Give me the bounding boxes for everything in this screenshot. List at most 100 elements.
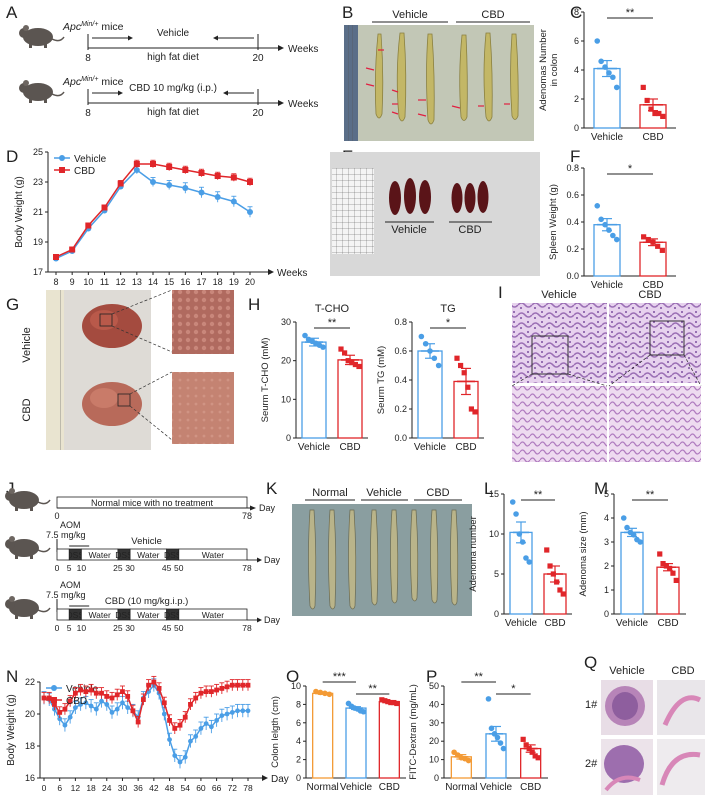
data-point: [494, 734, 501, 741]
data-point: [422, 340, 429, 347]
x-tick-label: 11: [100, 277, 109, 287]
y-tick-label: 0.4: [394, 375, 407, 385]
y-axis-label: Adenomas Numberin colon: [538, 29, 560, 111]
axis-arrow: [257, 617, 262, 623]
y-tick-label: 0: [494, 609, 499, 619]
data-point: [85, 222, 92, 229]
day-tick-label: 78: [242, 623, 252, 633]
data-point: [88, 687, 94, 693]
y-tick-label: 6: [574, 36, 579, 46]
significance-label: **: [646, 489, 655, 501]
panel-letter-n: N: [6, 667, 18, 686]
data-point: [547, 563, 553, 569]
significance-label: ***: [333, 671, 347, 683]
data-point: [391, 699, 397, 706]
data-point: [454, 355, 460, 361]
y-tick-label: 4: [604, 513, 609, 523]
data-point: [235, 682, 240, 688]
y-tick-label: 5: [604, 489, 609, 499]
pre-segment: [56, 548, 70, 561]
day-tick-label: 25: [113, 563, 123, 573]
cbd-label: CBD: [638, 289, 661, 301]
y-tick-label: 8: [574, 7, 579, 17]
data-point: [520, 736, 526, 742]
chart-h-tg: TG 0.0 0.2 0.4 0.6 0.8 Seurm TG (mM) Vehicle CBD…: [376, 303, 484, 453]
y-tick-label: 21: [33, 207, 43, 217]
y-tick-label: 19: [33, 237, 43, 247]
significance-label: **: [328, 317, 337, 329]
data-point: [120, 700, 125, 706]
data-point: [130, 708, 136, 714]
data-point: [338, 346, 344, 352]
row-label-2: 2#: [585, 758, 598, 770]
data-point: [240, 682, 246, 688]
histology-image: [657, 680, 705, 735]
data-point: [166, 164, 173, 170]
legend-label: CBD: [74, 166, 95, 177]
data-point: [193, 695, 199, 701]
data-point: [648, 106, 654, 112]
day-tick-label: 50: [174, 623, 184, 633]
legend-marker: [51, 697, 57, 703]
data-point: [485, 696, 492, 702]
x-tick-label: 36: [133, 783, 143, 793]
data-point: [356, 363, 362, 370]
data-point: [167, 718, 172, 723]
x-tick-label: 60: [196, 783, 206, 793]
series-line-cbd: [44, 681, 248, 730]
y-tick-label: 18: [25, 741, 35, 751]
legend-label: Vehicle: [74, 154, 107, 165]
data-point: [177, 759, 183, 765]
y-tick-label: 20: [25, 709, 35, 719]
week-end-label: 20: [252, 53, 264, 64]
y-axis-label: FITC-Dextran (mg/mL): [408, 684, 419, 780]
x-tick-label: CBD: [379, 782, 400, 793]
apc-mouse-label: ApcMin/+ mice: [62, 21, 124, 33]
x-tick-label: Vehicle: [414, 442, 447, 453]
segment-label: DSS: [67, 550, 85, 560]
y-tick-label: 0.0: [394, 433, 407, 443]
y-tick-label: 5: [494, 569, 499, 579]
data-point: [379, 697, 385, 703]
y-axis-label: Seurm TG (mM): [376, 346, 387, 414]
data-point: [93, 706, 99, 712]
data-point: [523, 555, 529, 561]
data-point: [150, 179, 156, 185]
week-start-label: 8: [85, 53, 91, 64]
data-point: [345, 358, 351, 364]
data-point: [167, 737, 172, 742]
segment-label: DSS: [164, 610, 182, 620]
y-tick-label: 0.6: [566, 190, 579, 200]
bar: [593, 67, 621, 129]
cbd-label: CBD: [21, 398, 33, 421]
data-point: [532, 753, 538, 759]
y-tick-label: 3: [604, 537, 609, 547]
data-point: [156, 686, 162, 691]
data-point: [78, 702, 84, 707]
panel-letter-a: A: [6, 3, 18, 22]
data-point: [88, 703, 94, 709]
day-tick-label: 0: [55, 623, 60, 633]
data-point: [125, 705, 131, 710]
cbd-label: CBD: [426, 487, 449, 499]
data-point: [342, 350, 348, 356]
x-axis-label: Day: [271, 774, 289, 785]
panel-letter-g: G: [6, 295, 19, 314]
y-tick-label: 0: [604, 609, 609, 619]
data-point: [516, 531, 523, 537]
segment-label: DSS: [115, 550, 133, 560]
mouse-icon: [4, 595, 51, 620]
x-tick-label: Vehicle: [591, 280, 624, 291]
week-start-label: 8: [85, 108, 91, 119]
data-point: [465, 757, 472, 764]
chart-title: T-CHO: [315, 303, 350, 315]
x-tick-label: 72: [228, 783, 238, 793]
y-tick-label: 0: [574, 123, 579, 133]
data-point: [182, 754, 188, 760]
data-point: [550, 571, 556, 577]
y-tick-label: 4: [574, 65, 579, 75]
y-tick-label: 0.4: [566, 217, 579, 227]
data-point: [624, 524, 630, 531]
data-point: [67, 714, 73, 720]
data-point: [230, 198, 237, 205]
